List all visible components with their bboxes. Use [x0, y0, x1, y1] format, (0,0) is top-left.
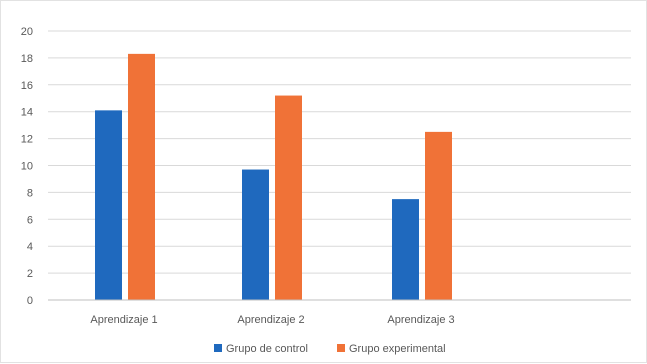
legend-swatch [214, 344, 222, 352]
bar-control-3 [392, 199, 419, 300]
y-tick-label: 14 [21, 107, 33, 119]
bars [95, 53, 452, 300]
y-tick-label: 8 [27, 187, 33, 199]
legend-label: Grupo de control [226, 343, 308, 355]
x-category-label: Aprendizaje 1 [90, 314, 157, 326]
y-tick-label: 2 [27, 268, 33, 280]
x-category-label: Aprendizaje 2 [237, 314, 304, 326]
y-tick-label: 4 [27, 241, 33, 253]
bar-control-2 [242, 169, 269, 300]
y-tick-label: 18 [21, 53, 33, 65]
legend-label: Grupo experimental [349, 343, 446, 355]
x-axis-category-labels: Aprendizaje 1 Aprendizaje 2 Aprendizaje 3 [90, 314, 454, 326]
y-tick-label: 6 [27, 214, 33, 226]
legend-swatch [337, 344, 345, 352]
y-tick-label: 0 [27, 295, 33, 307]
y-tick-label: 20 [21, 26, 33, 38]
bar-control-1 [95, 110, 122, 300]
y-tick-label: 10 [21, 161, 33, 173]
y-tick-label: 16 [21, 80, 33, 92]
bar-experimental-3 [425, 131, 452, 300]
y-tick-label: 12 [21, 134, 33, 146]
x-category-label: Aprendizaje 3 [387, 314, 454, 326]
legend: Grupo de control Grupo experimental [214, 343, 446, 355]
y-axis-tick-labels: 0 2 4 6 8 10 12 14 16 18 20 [21, 26, 33, 307]
bar-experimental-2 [275, 95, 302, 300]
bar-experimental-1 [128, 53, 155, 300]
